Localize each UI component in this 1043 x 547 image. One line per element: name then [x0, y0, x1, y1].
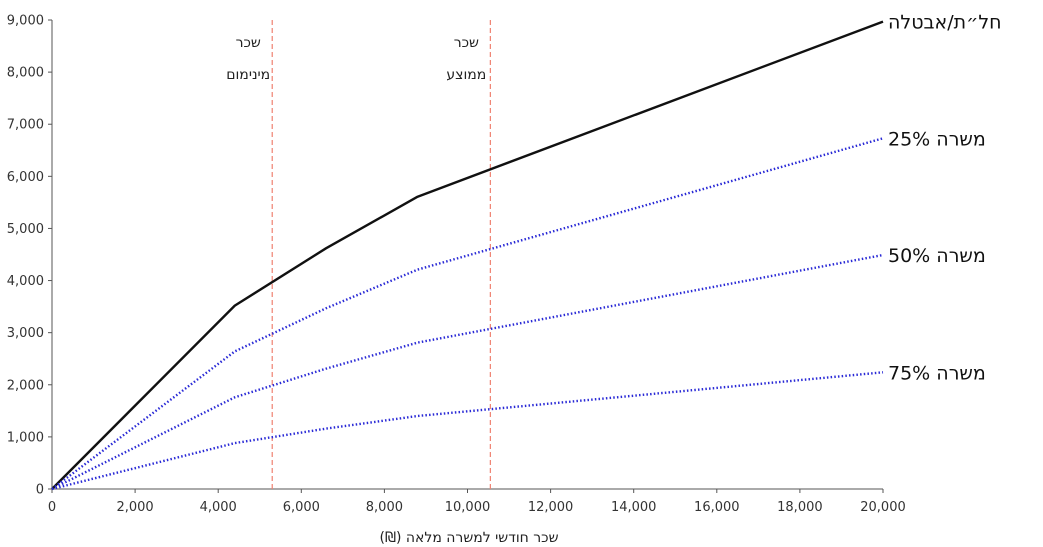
reference-line-label: שכר — [454, 35, 479, 51]
axes-layer: 0 1,000 2,000 3,000 4,000 5,000 6,000 7,000 8,00… — [7, 14, 906, 516]
reference-line-label: מינימום — [226, 67, 270, 83]
x-axis-title: שכר חודשי למשרה מלאה (₪) — [380, 530, 559, 546]
reference-line-label: ממוצע — [446, 67, 486, 83]
x-tick-label: 10,000 — [445, 500, 491, 515]
x-tick-label: 8,000 — [366, 500, 403, 515]
x-tick-label: 4,000 — [200, 500, 237, 515]
reference-line-label: שכר — [236, 35, 261, 51]
x-tick-label: 2,000 — [116, 500, 153, 515]
y-tick-label: 2,000 — [7, 378, 44, 393]
y-tick-label: 4,000 — [7, 274, 44, 289]
x-tick-label: 18,000 — [777, 500, 823, 515]
y-tick-label: 7,000 — [7, 118, 44, 133]
y-tick-label: 9,000 — [7, 14, 44, 29]
series-line — [51, 253, 884, 491]
x-tick-label: 14,000 — [611, 500, 657, 515]
x-tick-label: 6,000 — [283, 500, 320, 515]
series-layer — [51, 20, 884, 491]
series-label: חל״ת/אבטלה — [888, 12, 1002, 34]
series-labels-layer: חל״ת/אבטלה 25% משרה 50% משרה 75% משרה — [888, 12, 1002, 385]
y-tick-label: 6,000 — [7, 170, 44, 185]
x-tick-label: 0 — [48, 500, 56, 515]
series-label: 75% משרה — [888, 362, 986, 384]
series-line — [51, 137, 884, 490]
y-tick-label: 3,000 — [7, 326, 44, 341]
y-tick-label: 5,000 — [7, 222, 44, 237]
reference-lines-layer: שכר מינימום שכר ממוצע — [226, 20, 491, 489]
series-line — [51, 20, 884, 490]
x-tick-label: 12,000 — [528, 500, 574, 515]
y-tick-label: 8,000 — [7, 66, 44, 81]
series-line — [51, 371, 884, 491]
y-tick-label: 0 — [36, 483, 44, 498]
x-tick-label: 20,000 — [860, 500, 906, 515]
y-tick-label: 1,000 — [7, 430, 44, 445]
series-label: 50% משרה — [888, 245, 986, 267]
x-tick-label: 16,000 — [694, 500, 740, 515]
series-label: 25% משרה — [888, 128, 986, 150]
